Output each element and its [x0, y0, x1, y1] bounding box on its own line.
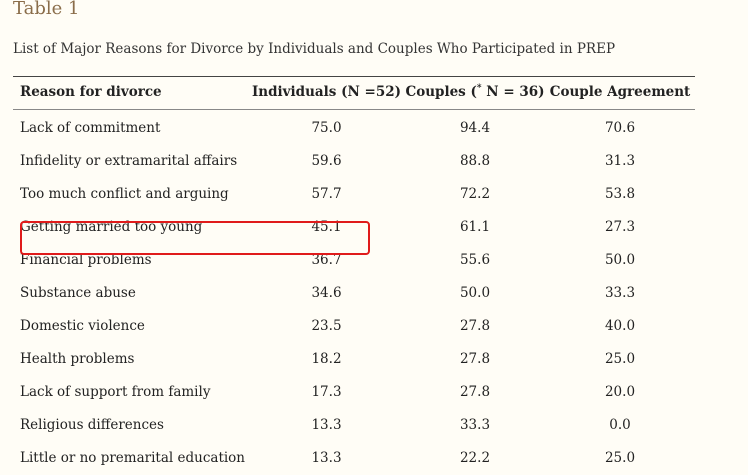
- table-header-rule: [13, 109, 695, 110]
- header-agreement: Couple Agreement: [549, 84, 691, 100]
- table-header-row: Reason for divorce Individuals (N =52) C…: [13, 76, 695, 109]
- cell-couples: 33.3: [459, 417, 491, 433]
- table-row: Lack of commitment 75.0 94.4 70.6: [13, 112, 695, 145]
- cell-individuals: 57.7: [311, 186, 342, 202]
- cell-reason: Little or no premarital education: [20, 450, 246, 466]
- cell-individuals: 13.3: [311, 417, 342, 433]
- table-row: Getting married too young 45.1 61.1 27.3: [13, 211, 695, 244]
- cell-reason: Infidelity or extramarital affairs: [20, 153, 238, 169]
- cell-agreement: 0.0: [609, 417, 631, 433]
- cell-agreement: 20.0: [604, 384, 636, 400]
- header-couples: Couples (* N = 36): [405, 76, 545, 109]
- table-row: Religious differences 13.3 33.3 0.0: [13, 409, 695, 442]
- table-top-rule: [13, 76, 695, 77]
- header-individuals: Individuals (N =52): [251, 84, 401, 100]
- cell-agreement: 31.3: [604, 153, 636, 169]
- table-title: Table 1: [13, 0, 80, 19]
- cell-reason: Health problems: [20, 351, 135, 367]
- cell-reason: Lack of support from family: [20, 384, 211, 400]
- cell-couples: 88.8: [459, 153, 491, 169]
- cell-individuals: 34.6: [311, 285, 342, 301]
- table-row: Infidelity or extramarital affairs 59.6 88…: [13, 145, 695, 178]
- cell-couples: 27.8: [459, 351, 491, 367]
- cell-couples: 50.0: [459, 285, 491, 301]
- cell-reason: Financial problems: [20, 252, 152, 268]
- cell-individuals: 75.0: [311, 120, 342, 136]
- cell-individuals: 18.2: [311, 351, 342, 367]
- cell-reason: Religious differences: [20, 417, 164, 433]
- table-row: Lack of support from family 17.3 27.8 20.0: [13, 376, 695, 409]
- cell-agreement: 70.6: [604, 120, 636, 136]
- table-row: Financial problems 36.7 55.6 50.0: [13, 244, 695, 277]
- cell-agreement: 33.3: [604, 285, 636, 301]
- cell-individuals: 17.3: [311, 384, 342, 400]
- table-row: Substance abuse 34.6 50.0 33.3: [13, 277, 695, 310]
- cell-individuals: 45.1: [311, 219, 342, 235]
- cell-agreement: 25.0: [604, 351, 636, 367]
- table-row: Domestic violence 23.5 27.8 40.0: [13, 310, 695, 343]
- highlight-box: [20, 221, 370, 255]
- header-reason: Reason for divorce: [20, 84, 162, 100]
- cell-couples: 72.2: [459, 186, 491, 202]
- header-couples-prefix: Couples (: [405, 84, 477, 100]
- header-couples-asterisk: *: [476, 83, 482, 94]
- cell-agreement: 53.8: [604, 186, 636, 202]
- cell-agreement: 40.0: [604, 318, 636, 334]
- cell-couples: 61.1: [459, 219, 491, 235]
- table-row: Too much conflict and arguing 57.7 72.2 53.…: [13, 178, 695, 211]
- table-caption: List of Major Reasons for Divorce by Ind…: [13, 41, 616, 57]
- cell-agreement: 50.0: [604, 252, 636, 268]
- header-couples-suffix: N = 36): [481, 84, 545, 100]
- cell-individuals: 13.3: [311, 450, 342, 466]
- table-row: Little or no premarital education 13.3 22.…: [13, 442, 695, 475]
- cell-individuals: 59.6: [311, 153, 342, 169]
- cell-couples: 22.2: [459, 450, 491, 466]
- table-row: Health problems 18.2 27.8 25.0: [13, 343, 695, 376]
- cell-couples: 27.8: [459, 318, 491, 334]
- cell-individuals: 23.5: [311, 318, 342, 334]
- cell-reason: Domestic violence: [20, 318, 145, 334]
- cell-couples: 94.4: [459, 120, 491, 136]
- cell-couples: 55.6: [459, 252, 491, 268]
- cell-individuals: 36.7: [311, 252, 342, 268]
- cell-agreement: 25.0: [604, 450, 636, 466]
- cell-reason: Substance abuse: [20, 285, 136, 301]
- cell-reason: Lack of commitment: [20, 120, 161, 136]
- cell-reason: Getting married too young: [20, 219, 203, 235]
- cell-couples: 27.8: [459, 384, 491, 400]
- cell-agreement: 27.3: [604, 219, 636, 235]
- cell-reason: Too much conflict and arguing: [20, 186, 229, 202]
